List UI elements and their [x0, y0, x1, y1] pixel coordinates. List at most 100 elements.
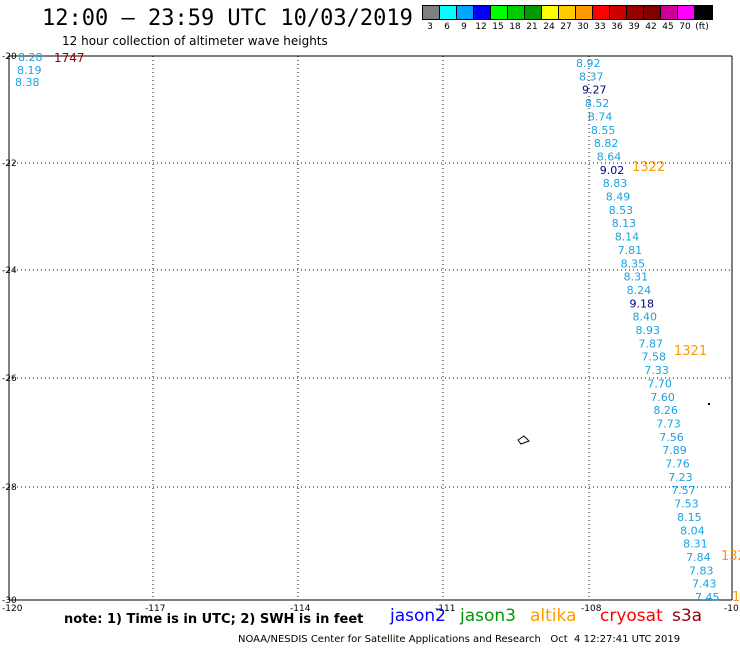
legend-swatch	[559, 6, 576, 19]
swh-value: 7.43	[692, 578, 717, 591]
track-b: 8.928.379.278.528.748.558.828.649.028.83…	[576, 57, 740, 605]
mission-jason2: jason2	[390, 606, 446, 626]
swh-value: 8.37	[579, 70, 604, 83]
swh-value: 7.87	[639, 337, 664, 350]
lat-tick-label: -30	[2, 596, 17, 606]
legend-swatches	[422, 5, 713, 20]
swh-value: 7.73	[656, 418, 681, 431]
legend-swatch	[593, 6, 610, 19]
legend-label: 12	[475, 22, 487, 32]
swh-value: 7.57	[671, 484, 696, 497]
pass-time-label: 1321	[674, 344, 707, 359]
legend-label: 27	[560, 22, 572, 32]
page-subtitle: 12 hour collection of altimeter wave hei…	[62, 34, 328, 48]
swh-value: 8.40	[633, 311, 658, 324]
swh-value: 8.53	[609, 204, 634, 217]
swh-value: 9.18	[630, 297, 655, 310]
legend-swatch	[661, 6, 678, 19]
lon-tick-label: -114	[290, 604, 311, 614]
swh-value: 7.89	[662, 444, 687, 457]
mission-altika: altika	[530, 606, 577, 626]
legend-label: 45	[662, 22, 674, 32]
legend-label: 24	[543, 22, 555, 32]
pass-time-label: 1322	[632, 160, 665, 175]
swh-value: 7.53	[674, 498, 699, 511]
color-legend: 3 6 9 12 15 18 21 24 27 30 33 36 39 42 45 70 (ft)	[422, 5, 713, 32]
lat-tick-label: -24	[2, 266, 17, 276]
legend-label: 3	[427, 22, 433, 32]
mission-s3a: s3a	[672, 606, 703, 626]
lat-tick-label: -22	[2, 159, 17, 169]
swh-value: 7.70	[647, 377, 672, 390]
mission-cryosat: cryosat	[600, 606, 663, 626]
swh-value: 8.92	[576, 57, 601, 70]
legend-swatch	[491, 6, 508, 19]
swh-value: 8.74	[588, 110, 613, 123]
lon-tick-label: -108	[581, 604, 602, 614]
legend-swatch	[542, 6, 559, 19]
credit-line: NOAA/NESDIS Center for Satellite Applica…	[238, 634, 681, 645]
swh-value: 8.31	[683, 538, 708, 551]
legend-label: (ft)	[695, 22, 709, 32]
swh-value: 7.83	[689, 564, 714, 577]
lon-tick-label: -111	[435, 604, 455, 614]
lat-tick-label: -20	[2, 52, 17, 62]
lat-tick-label: -28	[2, 483, 17, 493]
swh-value: 7.76	[665, 458, 690, 471]
lat-tick-label: -26	[2, 374, 17, 384]
legend-swatch	[508, 6, 525, 19]
footnote: note: 1) Time is in UTC; 2) SWH is in fe…	[64, 612, 364, 627]
legend-swatch	[457, 6, 474, 19]
legend-label: 18	[509, 22, 521, 32]
swh-value: 8.28	[18, 51, 43, 64]
swh-value: 8.26	[653, 404, 678, 417]
map-grid	[8, 55, 733, 601]
swh-value: 7.56	[659, 431, 684, 444]
legend-label: 9	[461, 22, 467, 32]
page-title: 12:00 – 23:59 UTC 10/03/2019	[42, 6, 413, 31]
legend-label: 39	[628, 22, 640, 32]
pass-time-label: 1747	[54, 51, 85, 65]
swh-value: 8.13	[612, 217, 637, 230]
swh-value: 7.23	[668, 471, 693, 484]
legend-label: 30	[577, 22, 589, 32]
legend-swatch	[627, 6, 644, 19]
legend-swatch	[440, 6, 457, 19]
swh-value: 7.84	[686, 551, 711, 564]
lon-tick-label: -10	[724, 604, 739, 614]
legend-swatch	[644, 6, 661, 19]
swh-value: 8.52	[585, 97, 610, 110]
swh-value: 8.15	[677, 511, 702, 524]
swh-value: 8.93	[636, 324, 661, 337]
swh-value: 8.35	[621, 257, 646, 270]
track-a: 8.288.198.38 1747	[15, 51, 85, 89]
legend-swatch	[678, 6, 695, 19]
lon-tick-label: -120	[2, 604, 23, 614]
swh-value: 7.45	[695, 591, 720, 604]
legend-swatch	[576, 6, 593, 19]
map-tick-labels: -120 -117 -114 -111 -108 -10 -20 -22 -24 -26 -28 -3…	[2, 52, 739, 614]
legend-swatch	[474, 6, 491, 19]
swh-value: 8.19	[17, 64, 42, 77]
legend-label: 6	[444, 22, 450, 32]
swh-value: 7.33	[644, 364, 669, 377]
swh-value: 7.81	[618, 244, 643, 257]
island-dot	[708, 403, 710, 405]
swh-value: 8.55	[591, 124, 616, 137]
swh-value: 9.27	[582, 84, 607, 97]
pass-time-label: 1	[732, 590, 740, 605]
legend-label: 70	[679, 22, 691, 32]
legend-label: 42	[645, 22, 657, 32]
legend-label: 33	[594, 22, 606, 32]
swh-value: 9.02	[600, 164, 625, 177]
swh-value: 8.64	[597, 150, 622, 163]
swh-value: 8.38	[15, 76, 40, 89]
swh-value: 8.24	[627, 284, 652, 297]
swh-value: 8.82	[594, 137, 619, 150]
swh-value: 8.31	[624, 271, 649, 284]
legend-swatch	[695, 6, 712, 19]
swh-value: 8.49	[606, 191, 631, 204]
swh-value: 8.14	[615, 231, 640, 244]
swh-value: 7.60	[650, 391, 675, 404]
